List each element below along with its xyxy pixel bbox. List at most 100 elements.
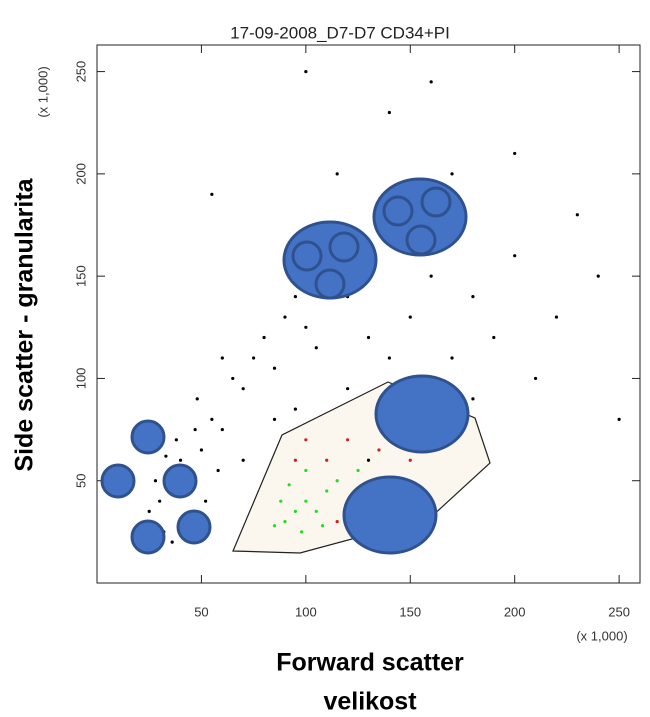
- point: [554, 315, 559, 319]
- point: [210, 417, 214, 421]
- point: [220, 356, 224, 360]
- point: [231, 376, 235, 381]
- granule: [420, 186, 452, 218]
- point: [252, 356, 256, 360]
- y-axis-title: Side scatter - granularita: [11, 177, 39, 471]
- point: [293, 407, 298, 411]
- point: [304, 438, 308, 442]
- point: [533, 376, 538, 381]
- point: [492, 335, 496, 340]
- x-axis-title: Forward scatter: [276, 649, 464, 677]
- x-unit: (x 1,000): [576, 628, 627, 643]
- point: [387, 110, 391, 115]
- point: [356, 468, 360, 473]
- point: [387, 356, 391, 360]
- point: [408, 315, 412, 319]
- point: [314, 509, 318, 514]
- point: [241, 387, 245, 391]
- x-tick-label: 100: [295, 604, 317, 619]
- point: [617, 417, 621, 421]
- y-tick-label: 200: [73, 163, 88, 185]
- point: [293, 509, 298, 514]
- point: [283, 520, 287, 524]
- chart-title: 17-09-2008_D7-D7 CD34+PI: [230, 23, 450, 42]
- y-tick-label: 100: [73, 368, 88, 390]
- point: [335, 479, 339, 483]
- x-tick-label: 50: [194, 604, 208, 619]
- x-tick-label: 250: [608, 604, 630, 619]
- point: [287, 483, 291, 487]
- point: [346, 438, 350, 442]
- y-tick-label: 50: [73, 473, 88, 487]
- point: [204, 499, 208, 503]
- point: [471, 295, 475, 299]
- point: [325, 458, 329, 462]
- point: [199, 448, 204, 452]
- point: [170, 540, 174, 544]
- cells: [100, 177, 470, 555]
- granule: [328, 231, 360, 263]
- point: [366, 335, 371, 340]
- x-axis-title: velikost: [323, 688, 417, 716]
- point: [195, 397, 199, 401]
- point: [193, 427, 197, 432]
- point: [377, 448, 381, 452]
- point: [178, 458, 183, 462]
- granule: [314, 268, 346, 300]
- point: [366, 458, 371, 462]
- point: [320, 524, 325, 528]
- y-tick-label: 150: [73, 265, 88, 287]
- point: [596, 274, 600, 278]
- point: [335, 172, 339, 176]
- point: [241, 458, 245, 462]
- point: [283, 315, 287, 319]
- small-cell: [100, 463, 136, 499]
- point: [272, 524, 277, 528]
- point: [325, 489, 329, 493]
- point: [304, 499, 308, 503]
- point: [279, 499, 283, 503]
- point: [450, 356, 454, 360]
- point: [220, 427, 224, 432]
- point: [575, 213, 579, 217]
- point: [262, 335, 266, 340]
- y-tick-label: 250: [73, 61, 88, 83]
- cell: [374, 374, 470, 454]
- small-cell: [176, 509, 212, 545]
- point: [335, 520, 339, 524]
- point: [164, 454, 168, 458]
- point: [429, 80, 433, 84]
- point: [147, 509, 151, 514]
- x-tick-label: 200: [504, 604, 526, 619]
- point: [304, 69, 308, 74]
- point: [346, 387, 350, 391]
- granule: [291, 240, 323, 272]
- small-cell: [130, 519, 166, 555]
- cell: [342, 475, 438, 555]
- small-cell: [130, 419, 166, 455]
- point: [210, 192, 214, 196]
- point: [158, 499, 162, 503]
- granule: [405, 224, 437, 256]
- point: [314, 346, 318, 350]
- point: [174, 438, 178, 442]
- y-unit: (x 1,000): [35, 66, 50, 117]
- point: [293, 458, 298, 462]
- point: [300, 530, 304, 534]
- x-tick-label: 150: [399, 604, 421, 619]
- point: [272, 417, 277, 421]
- point: [304, 468, 308, 473]
- small-cell: [162, 463, 198, 499]
- point: [293, 295, 298, 299]
- point: [216, 468, 220, 473]
- point: [471, 397, 475, 401]
- granule: [382, 195, 414, 227]
- point: [153, 479, 158, 483]
- point: [408, 458, 412, 462]
- point: [513, 151, 517, 156]
- point: [304, 325, 308, 329]
- point: [513, 254, 517, 258]
- point: [450, 172, 454, 176]
- point: [272, 366, 277, 370]
